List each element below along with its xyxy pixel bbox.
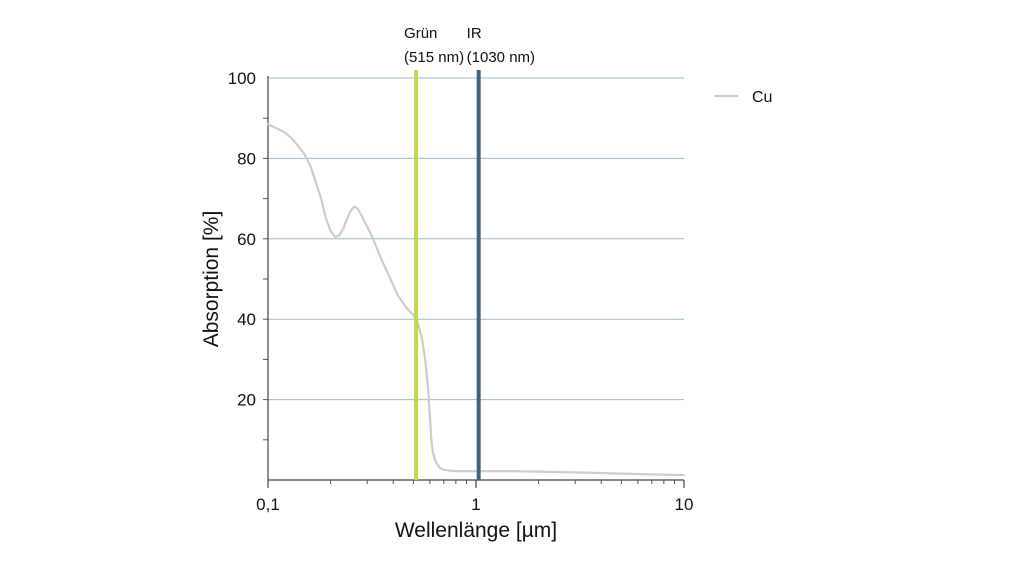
marker-layer bbox=[414, 70, 481, 480]
x-axis-title: Wellenlänge [µm] bbox=[395, 519, 557, 542]
wavelength-marker-label: Grün bbox=[404, 25, 437, 42]
x-tick-label: 1 bbox=[471, 495, 480, 514]
y-axis-title: Absorption [%] bbox=[200, 211, 223, 348]
legend-label: Cu bbox=[752, 89, 772, 106]
y-tick-label: 80 bbox=[237, 149, 256, 168]
y-tick-label: 100 bbox=[228, 69, 256, 88]
x-tick-label: 0,1 bbox=[256, 495, 280, 514]
y-tick-label: 40 bbox=[237, 310, 256, 329]
series-line-cu bbox=[266, 123, 686, 477]
legend-layer: Cu bbox=[714, 89, 772, 106]
wavelength-marker-label: IR bbox=[467, 25, 482, 42]
y-tick-label: 60 bbox=[237, 230, 256, 249]
axis-layer bbox=[263, 76, 685, 488]
wavelength-marker-sublabel: (515 nm) bbox=[404, 49, 464, 66]
y-tick-label: 20 bbox=[237, 391, 256, 410]
wavelength-marker-sublabel: (1030 nm) bbox=[467, 49, 535, 66]
label-layer: 20 40 60 80 100 0,1 1 10 Grün (515 nm)IR (1030 nm)… bbox=[200, 25, 693, 542]
series-layer bbox=[266, 123, 686, 477]
grid-layer bbox=[268, 77, 684, 401]
x-tick-label: 10 bbox=[675, 495, 694, 514]
